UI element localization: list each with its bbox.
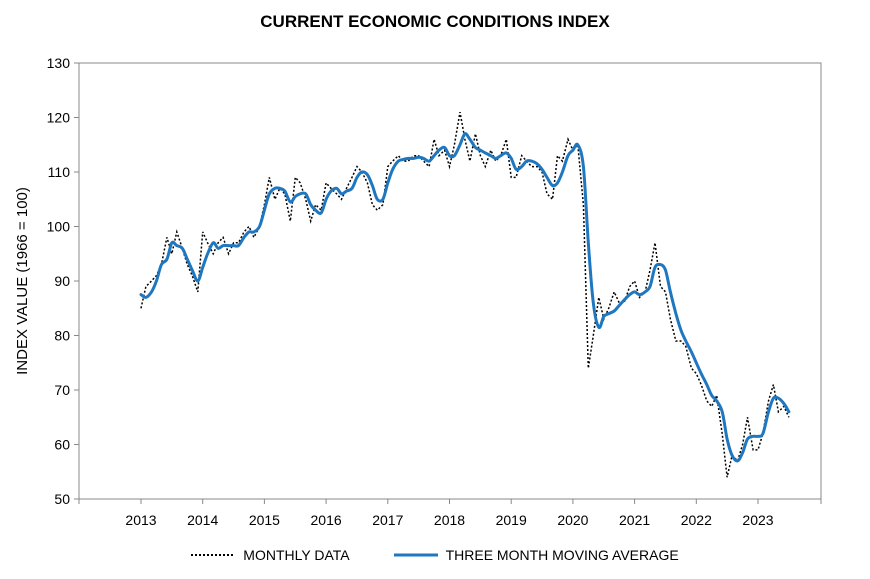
y-axis-label: INDEX VALUE (1966 = 100) [14,187,31,375]
x-tick-label: 2013 [125,512,156,528]
x-tick-label: 2019 [496,512,527,528]
legend: MONTHLY DATA THREE MONTH MOVING AVERAGE [0,547,870,563]
y-tick-label: 110 [48,164,71,180]
x-axis: 2013 2014 2015 2016 2017 2018 2019 2020 2021 2022… [78,499,822,528]
legend-swatch-solid [393,553,438,557]
x-tick-label: 2020 [557,512,588,528]
x-tick-label: 2014 [187,512,218,528]
legend-item-moving-average: THREE MONTH MOVING AVERAGE [393,547,679,563]
y-tick-label: 100 [47,219,71,235]
x-tick-label: 2017 [372,512,403,528]
y-tick-label: 120 [47,110,71,126]
x-tick-label: 2022 [681,512,712,528]
x-tick-label: 2016 [311,512,342,528]
x-tick-label: 2021 [619,512,650,528]
legend-swatch-dotted [191,554,236,556]
x-tick-label: 2015 [249,512,280,528]
chart-title: CURRENT ECONOMIC CONDITIONS INDEX [260,12,610,31]
plot-area [78,62,822,500]
y-tick-label: 60 [54,437,70,453]
x-tick-label: 2023 [742,512,773,528]
series-layer [139,111,791,478]
series-line-moving-average [139,132,791,463]
y-tick-label: 50 [54,491,70,507]
legend-label-moving-average: THREE MONTH MOVING AVERAGE [445,547,679,563]
legend-label-monthly: MONTHLY DATA [243,547,350,563]
y-tick-label: 80 [54,328,70,344]
series-line-monthly [140,111,790,478]
legend-item-monthly: MONTHLY DATA [191,547,350,563]
y-tick-label: 70 [54,382,70,398]
x-tick-label: 2018 [434,512,465,528]
y-tick-label: 130 [47,55,71,71]
y-axis: 50 60 70 80 90 100 110 120 130 [47,55,79,507]
y-tick-label: 90 [54,273,70,289]
